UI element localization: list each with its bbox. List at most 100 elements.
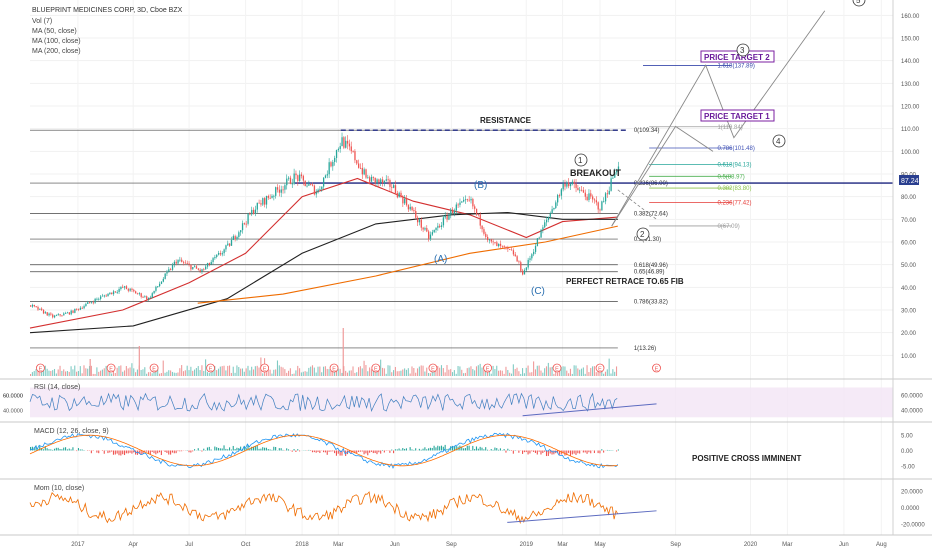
- macd-histogram-bar: [313, 450, 315, 453]
- macd-histogram-bar: [522, 450, 524, 454]
- candle: [575, 183, 577, 188]
- price-tick-label: 130.00: [901, 82, 920, 88]
- macd-histogram-bar: [68, 448, 70, 451]
- macd-histogram-bar: [424, 447, 426, 451]
- volume-bar: [131, 363, 133, 376]
- volume-bar: [614, 371, 616, 376]
- volume-bar: [582, 367, 584, 376]
- macd-histogram-bar: [140, 450, 142, 455]
- volume-bar: [405, 369, 408, 376]
- indicator-ma200-label[interactable]: MA (200, close): [32, 48, 81, 55]
- macd-histogram-bar: [271, 449, 273, 451]
- macd-histogram-bar: [446, 448, 448, 451]
- candle: [429, 234, 432, 239]
- indicator-ma50-label[interactable]: MA (50, close): [32, 28, 77, 35]
- macd-histogram-bar: [138, 450, 140, 454]
- macd-histogram-bar: [249, 448, 251, 451]
- projection-path: [611, 10, 826, 227]
- candle: [240, 230, 242, 233]
- candle: [604, 193, 607, 202]
- volume-bar: [234, 372, 236, 376]
- candle: [614, 172, 616, 178]
- candle: [236, 236, 238, 240]
- volume-bar: [464, 372, 466, 376]
- volume-bar: [125, 366, 127, 376]
- volume-bar: [490, 373, 492, 376]
- volume-bar: [77, 371, 80, 376]
- ma-line: [29, 177, 618, 329]
- rsi-title[interactable]: RSI (14, close): [34, 384, 80, 391]
- macd-histogram-bar: [372, 450, 374, 454]
- macd-histogram-bar: [230, 449, 232, 451]
- macd-histogram-bar: [227, 449, 229, 451]
- macd-histogram-bar: [547, 450, 549, 456]
- candle: [606, 193, 609, 195]
- volume-bar: [522, 368, 524, 376]
- macd-histogram-bar: [496, 448, 498, 451]
- candle: [389, 180, 391, 187]
- mom-title[interactable]: Mom (10, close): [34, 485, 84, 492]
- candle: [501, 245, 504, 247]
- candle: [100, 296, 102, 299]
- candle: [321, 186, 323, 190]
- macd-histogram-bar: [569, 450, 572, 456]
- macd-histogram-bar: [571, 450, 573, 455]
- rsi-tick-label: 60.0000: [901, 393, 923, 399]
- candle: [461, 201, 463, 203]
- candle: [328, 162, 330, 175]
- indicator-vol-label[interactable]: Vol (7): [32, 18, 52, 25]
- volume-bar: [592, 366, 594, 376]
- candle: [326, 174, 328, 176]
- candle: [149, 297, 152, 299]
- volume-bar: [455, 373, 457, 376]
- candle: [234, 236, 236, 240]
- macd-histogram-bar: [311, 450, 314, 453]
- macd-histogram-bar: [490, 449, 492, 451]
- earnings-marker: [260, 363, 270, 373]
- candle: [407, 205, 410, 210]
- macd-histogram-bar: [223, 445, 225, 451]
- candle: [293, 173, 295, 184]
- wave-3-label: 3: [740, 46, 745, 55]
- macd-histogram-bar: [208, 446, 210, 451]
- candle: [496, 242, 498, 247]
- candle: [212, 258, 214, 262]
- volume-bar: [50, 371, 52, 376]
- macd-histogram-bar: [553, 450, 555, 455]
- volume-bar: [516, 367, 518, 376]
- candle: [562, 183, 564, 190]
- volume-bar: [230, 372, 232, 376]
- fib-level-label: 1(13.26): [634, 346, 656, 352]
- candle: [155, 286, 157, 291]
- fib-layer: 0(109.34) 0.236(86.00) 0.382(72.64) 0.5(61.…: [30, 63, 893, 352]
- volume-bar: [439, 367, 441, 376]
- volume-bar: [448, 369, 450, 376]
- macd-histogram-bar: [206, 447, 208, 451]
- rsi-left-tick-label: 40.0000: [3, 408, 23, 414]
- candle: [446, 215, 448, 220]
- macd-histogram-bar: [380, 450, 382, 454]
- macd-histogram-bar: [236, 447, 238, 451]
- candle: [251, 209, 253, 215]
- last-price-value: 87.24: [901, 178, 919, 185]
- volume-bar: [603, 373, 605, 376]
- candle: [87, 302, 89, 304]
- volume-bar: [311, 365, 314, 376]
- fib-extension-label: 1.618(137.89): [717, 63, 754, 69]
- candle: [195, 266, 198, 269]
- volume-bar: [383, 368, 385, 376]
- indicator-ma100-label[interactable]: MA (100, close): [32, 38, 81, 45]
- macd-title[interactable]: MACD (12, 26, close, 9): [34, 428, 109, 435]
- volume-bar: [105, 365, 107, 376]
- candle: [590, 193, 592, 197]
- volume-bar: [249, 370, 251, 376]
- candle: [579, 189, 581, 191]
- volume-bar: [122, 371, 124, 376]
- macd-histogram-bar: [39, 446, 41, 451]
- macd-histogram-bar: [243, 445, 245, 451]
- macd-histogram-bar: [299, 450, 301, 452]
- candle: [387, 179, 389, 181]
- volume-bar: [409, 373, 411, 376]
- candle: [46, 312, 48, 316]
